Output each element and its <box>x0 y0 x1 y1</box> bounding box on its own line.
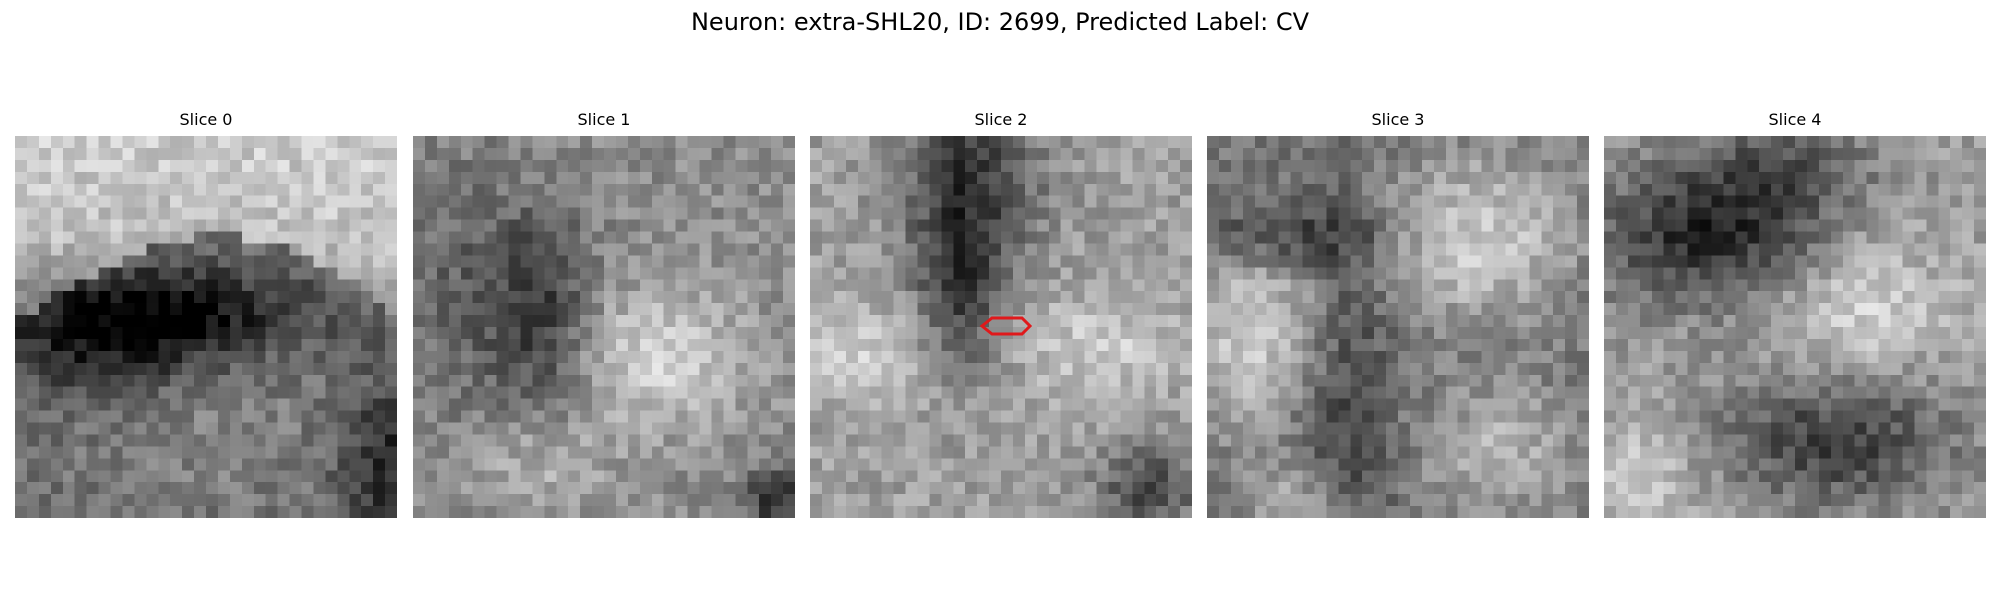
slice-1-title: Slice 1 <box>577 110 631 129</box>
slice-1-image <box>413 136 795 518</box>
slice-4-image <box>1604 136 1986 518</box>
slice-0-image <box>15 136 397 518</box>
slice-3-image <box>1207 136 1589 518</box>
slice-0-panel: Slice 0 <box>15 108 397 518</box>
slice-3-title: Slice 3 <box>1371 110 1425 129</box>
slice-4-panel: Slice 4 <box>1604 108 1986 518</box>
slice-1-panel: Slice 1 <box>413 108 795 518</box>
slice-2-image <box>810 136 1192 518</box>
slice-2-panel: Slice 2 <box>810 108 1192 518</box>
slice-2-title: Slice 2 <box>974 110 1028 129</box>
slice-0-title: Slice 0 <box>179 110 233 129</box>
figure-title: Neuron: extra-SHL20, ID: 2699, Predicted… <box>690 8 1310 36</box>
slice-4-title: Slice 4 <box>1768 110 1822 129</box>
slice-3-panel: Slice 3 <box>1207 108 1589 518</box>
